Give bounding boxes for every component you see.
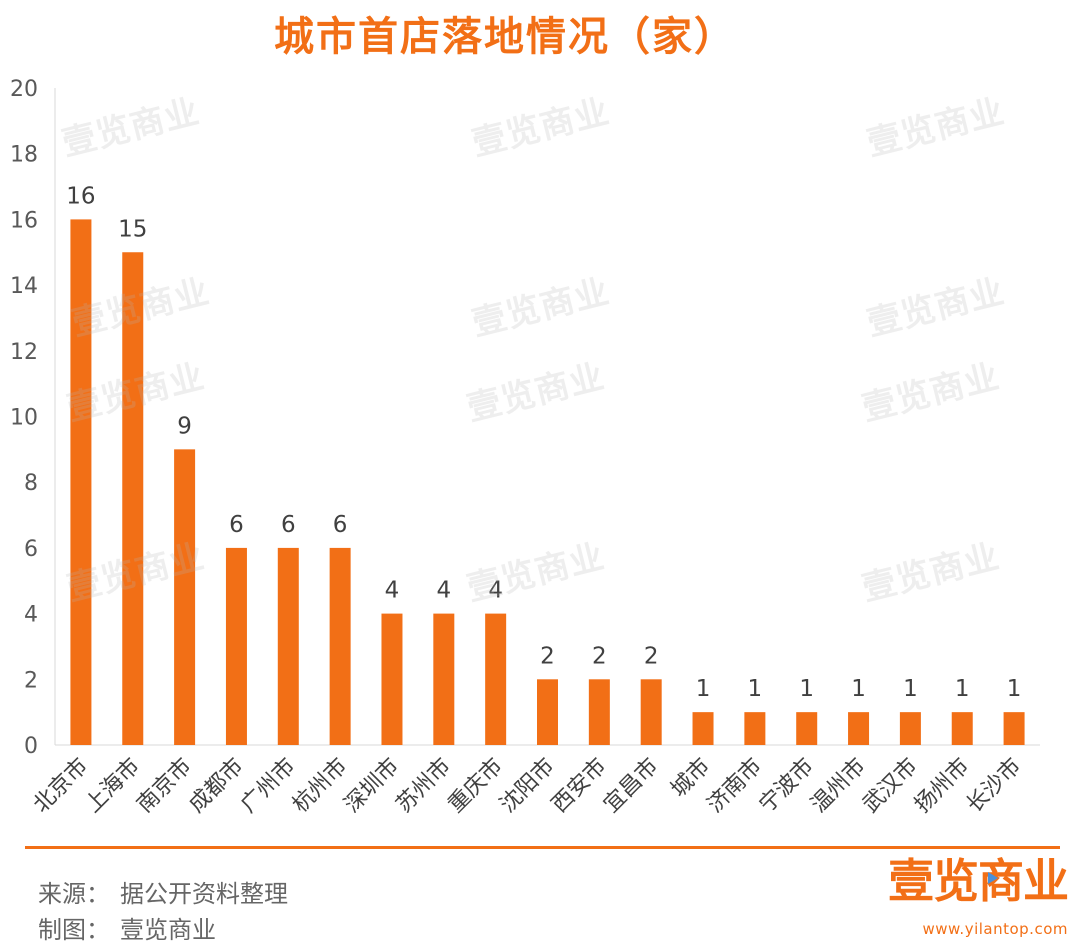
x-tick-label: 宁波市 (755, 754, 819, 818)
x-tick-label: 北京市 (29, 754, 93, 818)
data-label: 4 (488, 578, 503, 604)
bar (433, 613, 455, 745)
x-tick-label: 长沙市 (962, 754, 1026, 818)
data-label: 6 (333, 512, 348, 538)
bar (951, 712, 973, 745)
bar (70, 219, 92, 745)
play-icon (988, 872, 998, 884)
y-tick-label: 18 (10, 143, 38, 168)
bar (848, 712, 870, 745)
x-tick-label: 宜昌市 (599, 754, 663, 818)
bar (692, 712, 714, 745)
data-label: 2 (592, 643, 607, 669)
bar (537, 679, 558, 745)
x-tick-label: 温州市 (806, 754, 870, 818)
source-value: 据公开资料整理 (120, 880, 288, 908)
x-tick-label: 武汉市 (858, 754, 922, 818)
bar (329, 547, 351, 745)
x-tick-label: 广州市 (236, 754, 300, 818)
y-tick-label: 0 (24, 734, 38, 759)
source-line: 来源： 据公开资料整理 (38, 874, 288, 909)
bar (225, 547, 247, 745)
data-label: 1 (955, 676, 970, 702)
bar (588, 679, 610, 745)
x-tick-label: 杭州市 (288, 754, 352, 818)
x-tick-label: 沈阳市 (495, 754, 559, 818)
data-label: 2 (644, 643, 659, 669)
data-label: 1 (903, 676, 918, 702)
y-tick-label: 4 (24, 603, 38, 628)
bar (744, 712, 766, 745)
y-axis-ticks: 0 2 4 6 8 10 12 14 16 18 20 (10, 77, 38, 759)
bar (122, 252, 144, 745)
made-by-line: 制图： 壹览商业 (38, 910, 216, 945)
made-by-value: 壹览商业 (120, 916, 216, 944)
data-label: 16 (66, 183, 95, 209)
source-label: 来源： (38, 880, 110, 908)
data-label: 6 (281, 512, 296, 538)
x-tick-label: 扬州市 (910, 754, 974, 818)
x-tick-label: 苏州市 (392, 754, 456, 818)
data-label: 1 (851, 676, 866, 702)
data-label: 15 (118, 216, 147, 242)
y-tick-label: 2 (24, 668, 38, 693)
bar (899, 712, 921, 745)
y-tick-label: 8 (24, 471, 38, 496)
bar-series (70, 219, 1025, 745)
brand-logo-text: 壹览商业 (888, 854, 1069, 908)
data-label: 4 (385, 578, 400, 604)
x-tick-label: 重庆市 (444, 754, 508, 818)
y-tick-label: 12 (10, 340, 38, 365)
x-tick-label: 上海市 (81, 754, 145, 818)
data-labels: 16 15 9 6 6 6 4 4 4 2 2 2 1 1 1 1 1 1 1 (66, 183, 1021, 702)
data-label: 6 (229, 512, 244, 538)
made-by-label: 制图： (38, 916, 110, 944)
y-tick-label: 6 (24, 537, 38, 562)
x-tick-label: 南京市 (132, 754, 196, 818)
data-label: 2 (540, 643, 555, 669)
bar (381, 613, 403, 745)
bar (640, 679, 662, 745)
x-tick-label: 济南市 (703, 754, 767, 818)
data-label: 1 (748, 676, 763, 702)
data-label: 1 (799, 676, 814, 702)
data-label: 4 (436, 578, 451, 604)
bar (1003, 712, 1025, 745)
brand-logo: 壹览商业 (888, 858, 1069, 904)
y-tick-label: 16 (10, 208, 38, 233)
data-label: 9 (177, 413, 192, 439)
y-tick-label: 14 (10, 274, 38, 299)
x-tick-label: 西安市 (547, 754, 611, 818)
y-tick-label: 10 (10, 406, 38, 431)
footer-divider (25, 846, 1060, 849)
bar (796, 712, 818, 745)
bar (485, 613, 507, 745)
x-tick-label: 成都市 (184, 754, 248, 818)
bar (277, 547, 299, 745)
y-tick-label: 20 (10, 77, 38, 102)
data-label: 1 (1007, 676, 1022, 702)
brand-url: www.yilantop.com (922, 920, 1068, 938)
x-tick-label: 深圳市 (340, 754, 404, 818)
chart-title: 城市首店落地情况（家） (274, 14, 736, 60)
bar (174, 449, 196, 745)
data-label: 1 (696, 676, 711, 702)
